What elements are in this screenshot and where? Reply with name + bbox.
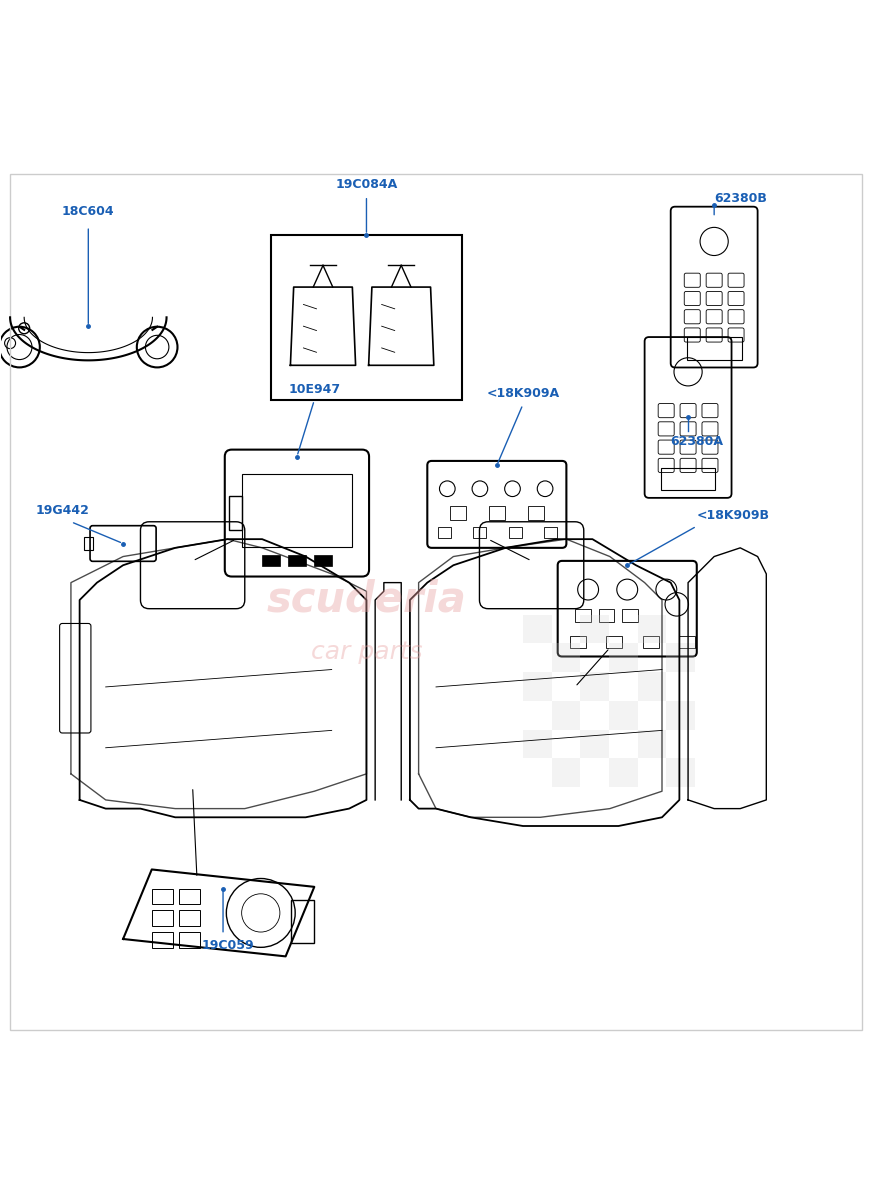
Bar [438,527,451,538]
Bar [666,701,695,730]
Bar [580,730,609,758]
Bar [489,506,505,520]
Bar [291,900,314,943]
Bar [523,730,552,758]
Bar [262,556,280,565]
Bar [666,758,695,787]
Bar [580,614,609,643]
Bar [544,527,557,538]
Bar [179,888,200,905]
Bar [450,506,466,520]
Bar [229,496,242,530]
Bar [637,614,666,643]
Bar [528,506,544,520]
Bar [84,538,92,550]
Text: 18C604: 18C604 [62,204,114,217]
Bar [598,608,614,622]
Text: <18K909A: <18K909A [487,388,560,400]
Text: 10E947: 10E947 [289,383,340,396]
Bar [179,932,200,948]
Bar [609,758,637,787]
Bar [152,911,173,926]
Bar [271,235,462,400]
Text: car parts: car parts [310,640,422,664]
Text: <18K909B: <18K909B [697,509,770,522]
Text: 62380A: 62380A [671,434,723,448]
Text: 19C059: 19C059 [201,938,254,952]
Bar [609,643,637,672]
Text: 19C084A: 19C084A [336,179,398,192]
Bar [679,636,695,648]
Bar [687,337,741,360]
Bar [314,556,331,565]
Bar [580,672,609,701]
Text: 62380B: 62380B [714,192,766,204]
Bar [179,911,200,926]
Text: scuderia: scuderia [267,578,467,622]
Bar [552,758,580,787]
Bar [552,643,580,672]
Bar [637,672,666,701]
Bar [152,888,173,905]
Bar [152,932,173,948]
Bar [523,614,552,643]
Bar [289,556,305,565]
Bar [242,474,351,547]
Bar [606,636,622,648]
Bar [666,643,695,672]
Bar [552,701,580,730]
Bar [622,608,637,622]
Bar [570,636,585,648]
Bar [637,730,666,758]
Bar [508,527,521,538]
Bar [643,636,658,648]
Bar [609,701,637,730]
Text: 19G442: 19G442 [35,504,89,517]
Bar [473,527,487,538]
Bar [523,672,552,701]
Bar [661,468,715,491]
Bar [575,608,590,622]
